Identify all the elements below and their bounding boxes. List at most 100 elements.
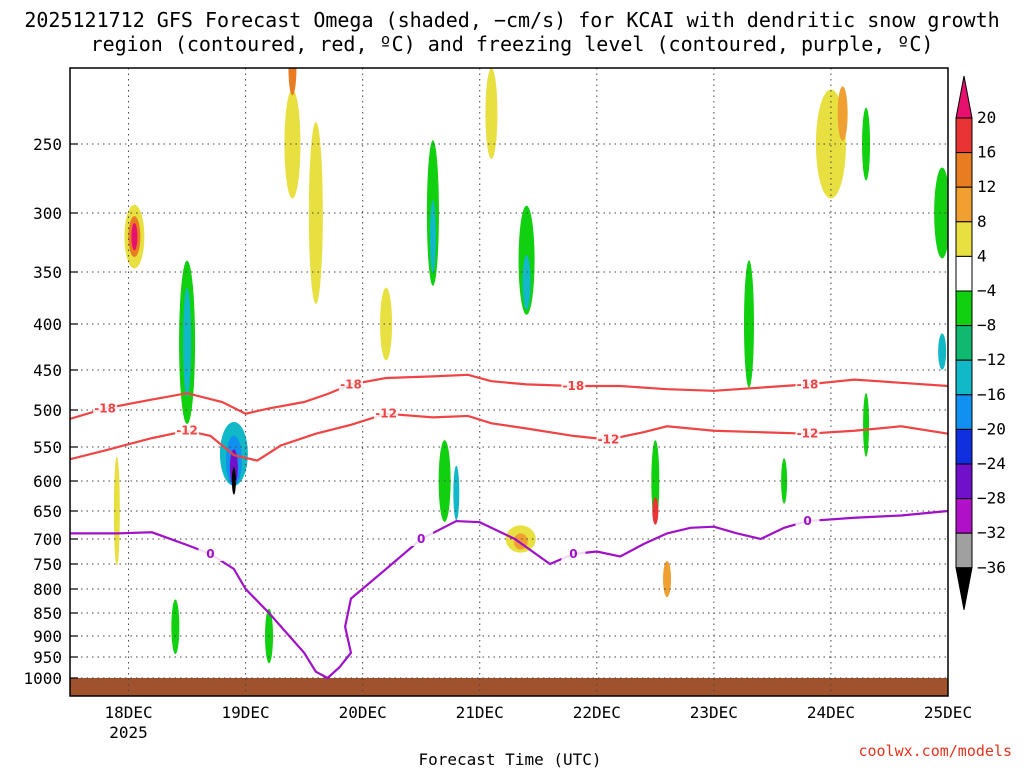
x-tick-label: 20DEC — [339, 703, 387, 722]
y-tick-label: 800 — [33, 580, 62, 599]
contour-label: -12 — [598, 433, 620, 447]
y-tick-label: 250 — [33, 135, 62, 154]
shade-cell — [308, 122, 323, 304]
x-axis: 18DEC 19DEC 20DEC 21DEC 22DEC 23DEC 24DEC 25DEC… — [104, 703, 972, 742]
plot-frame — [69, 67, 949, 697]
contour-label: 0 — [569, 547, 577, 561]
colorbar-label: 4 — [977, 246, 987, 265]
colorbar-swatch — [955, 428, 973, 465]
colorbar-label: −4 — [977, 281, 996, 300]
y-axis: 250 300 350 400 450 500 550 600 650 700 750 800 850 9… — [23, 135, 78, 688]
y-tick-label: 600 — [33, 472, 62, 491]
colorbar-swatch — [955, 152, 973, 188]
contour-label: -18 — [797, 377, 819, 391]
contour-label: 0 — [417, 532, 425, 546]
colorbar-label: −12 — [977, 350, 1006, 369]
contour-label: -12 — [797, 427, 819, 441]
x-tick-label: 18DEC — [104, 703, 152, 722]
colorbar-swatch — [955, 359, 973, 396]
omega-shading — [113, 68, 948, 664]
chart-title: 2025121712 GFS Forecast Omega (shaded, −… — [24, 8, 1000, 56]
colorbar-label: −28 — [977, 489, 1006, 508]
x-tick-label: 24DEC — [807, 703, 855, 722]
x-tick-label: 19DEC — [222, 703, 270, 722]
contour-line — [70, 373, 948, 420]
y-tick-label: 450 — [33, 361, 62, 380]
y-tick-label: 550 — [33, 438, 62, 457]
colorbar-label: −20 — [977, 419, 1006, 438]
terrain-fill — [70, 678, 948, 696]
colorbar-label: −8 — [977, 316, 996, 335]
contour-line — [70, 509, 948, 680]
y-tick-label: 700 — [33, 530, 62, 549]
shade-cell — [652, 497, 659, 525]
shade-cell — [862, 107, 871, 181]
colorbar: 20 16 12 8 4 −4 −8 −12 −16 −20 −24 −28 −32 −36 — [955, 75, 1006, 610]
shade-cell — [663, 560, 672, 598]
colorbar-swatch — [955, 221, 973, 257]
x-axis-label: Forecast Time (UTC) — [418, 750, 601, 768]
colorbar-label: −32 — [977, 523, 1006, 542]
contours: -18 -18 -18 -18 -12 -12 -12 -12 0 0 0 0 — [70, 373, 948, 680]
contour-label: -18 — [94, 401, 116, 415]
y-tick-label: 950 — [33, 648, 62, 667]
watermark: coolwx.com/models — [858, 742, 1012, 760]
colorbar-cap-top — [955, 75, 973, 119]
y-tick-label: 900 — [33, 627, 62, 646]
shade-cell — [938, 333, 947, 370]
shade-cell — [113, 456, 120, 566]
shade-cell — [131, 222, 138, 251]
y-tick-label: 500 — [33, 401, 62, 420]
shade-cell — [863, 392, 870, 457]
contour-label: -18 — [340, 377, 362, 391]
contour-label: -12 — [375, 407, 397, 421]
colorbar-swatch — [955, 325, 973, 361]
colorbar-cap-bottom — [955, 567, 973, 610]
shade-cell — [743, 260, 754, 388]
colorbar-swatch — [955, 255, 973, 292]
y-tick-label: 400 — [33, 315, 62, 334]
shade-cell — [453, 465, 460, 521]
colorbar-label: 16 — [977, 143, 996, 162]
colorbar-label: −24 — [977, 454, 1006, 473]
contour-label: 0 — [206, 547, 214, 561]
contour-label: -18 — [563, 379, 585, 393]
colorbar-label: 12 — [977, 177, 996, 196]
shade-cell — [837, 86, 848, 141]
colorbar-swatch — [955, 186, 973, 223]
shade-cell — [522, 255, 531, 310]
contour-label: 0 — [803, 514, 811, 528]
shade-cell — [781, 458, 788, 504]
y-tick-label: 750 — [33, 555, 62, 574]
colorbar-label: 20 — [977, 108, 996, 127]
terrain-strip — [70, 678, 948, 696]
contour-line — [70, 412, 948, 462]
y-tick-label: 350 — [33, 263, 62, 282]
shade-cell — [183, 287, 192, 397]
x-tick-label: 25DEC — [924, 703, 972, 722]
y-tick-label: 300 — [33, 204, 62, 223]
x-year-label: 2025 — [109, 723, 148, 742]
shade-cell — [288, 68, 297, 96]
shade-cell — [231, 467, 236, 495]
shade-cell — [284, 89, 301, 199]
shade-cell — [380, 287, 393, 361]
x-tick-label: 23DEC — [690, 703, 738, 722]
shade-cell — [171, 599, 180, 655]
shade-cell — [934, 167, 948, 259]
y-tick-label: 650 — [33, 502, 62, 521]
colorbar-swatch — [955, 117, 973, 154]
contour-label: -12 — [176, 424, 198, 438]
colorbar-label: −36 — [977, 558, 1006, 577]
colorbar-swatch — [955, 394, 973, 430]
y-tick-label: 1000 — [23, 669, 62, 688]
y-tick-label: 850 — [33, 604, 62, 623]
colorbar-swatch — [955, 290, 973, 327]
x-tick-label: 21DEC — [456, 703, 504, 722]
colorbar-swatch — [955, 498, 973, 534]
shade-cell — [485, 68, 498, 160]
colorbar-label: −16 — [977, 385, 1006, 404]
colorbar-label: 8 — [977, 212, 987, 231]
colorbar-swatch — [955, 532, 973, 569]
